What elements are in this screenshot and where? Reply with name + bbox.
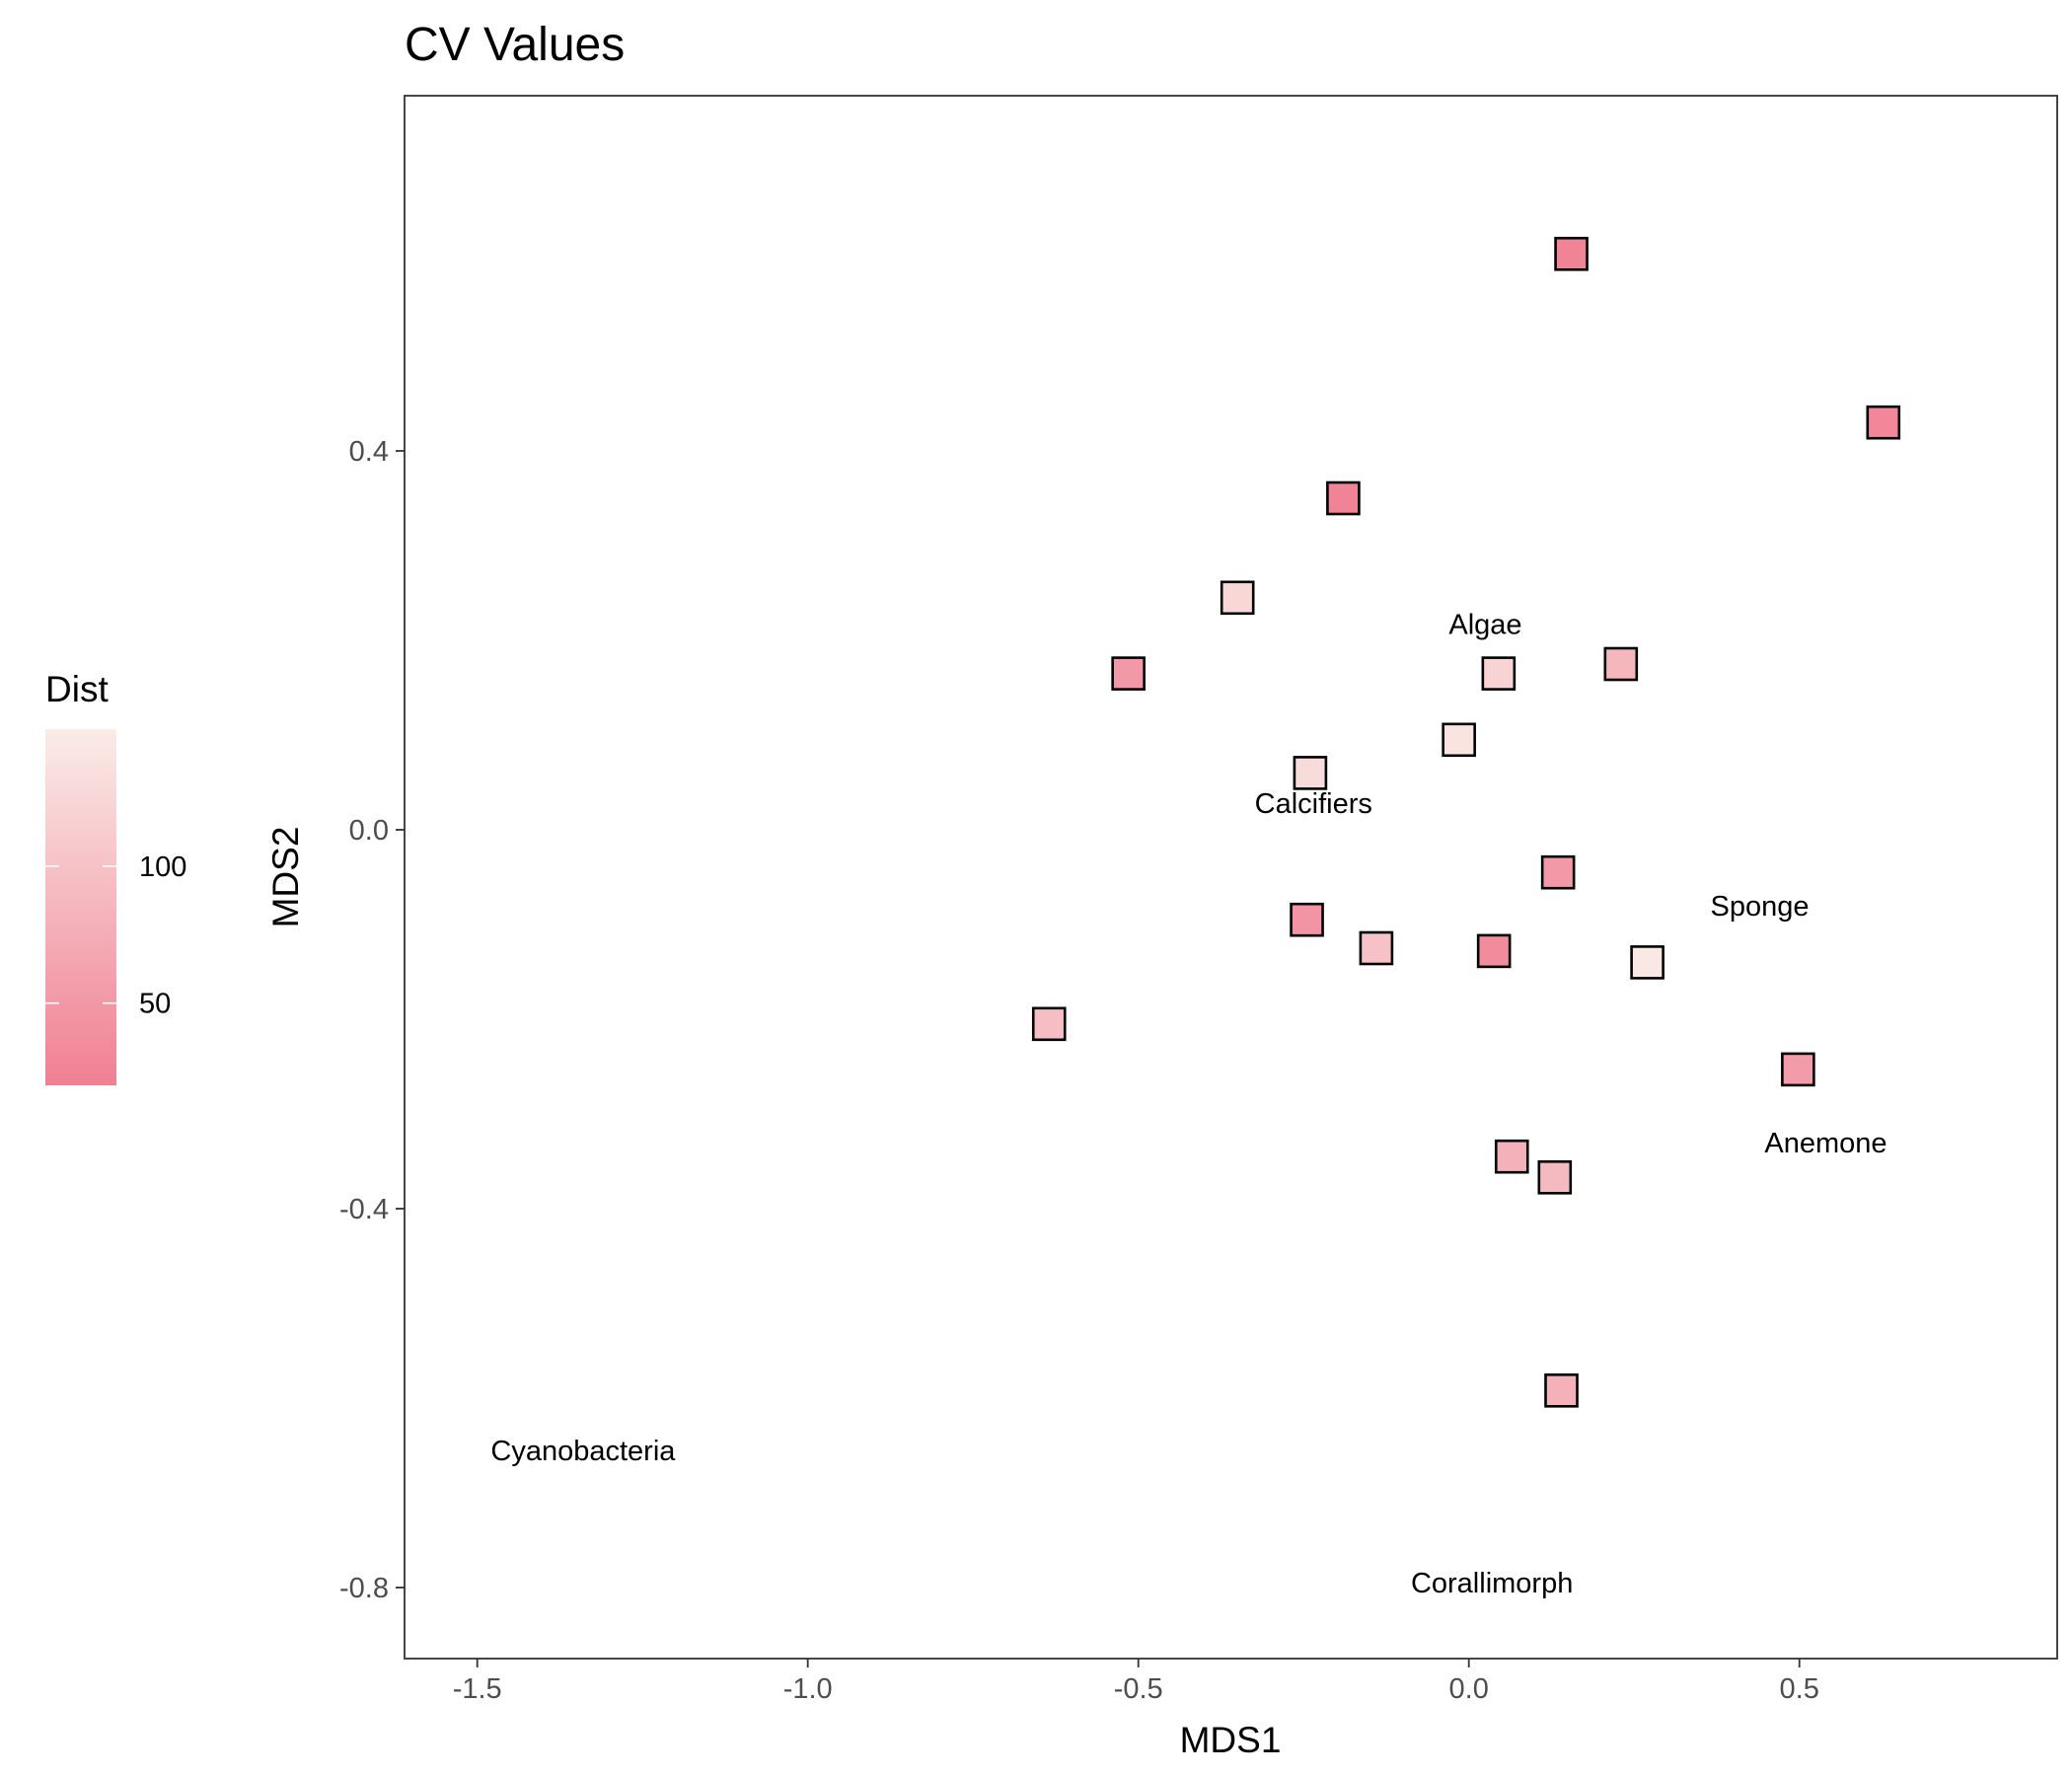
scatter-point	[1630, 945, 1665, 980]
y-tick-label: 0.0	[349, 815, 389, 847]
y-axis-title: MDS2	[265, 827, 306, 928]
scatter-point	[1293, 756, 1328, 790]
scatter-point	[1781, 1052, 1815, 1087]
scatter-point	[1544, 1373, 1579, 1408]
point-annotation: Calcifiers	[1255, 788, 1372, 820]
scatter-point	[1442, 722, 1476, 758]
scatter-point	[1537, 1160, 1573, 1195]
annotations-layer: Algae Calcifiers Sponge Anemone Cyanobacteri…	[490, 610, 1887, 1600]
scatter-point	[1476, 933, 1512, 969]
scatter-point	[1359, 930, 1394, 966]
legend-ticks: 50 100	[45, 851, 186, 1020]
point-annotation: Anemone	[1764, 1128, 1887, 1159]
x-tick-label: -1.0	[783, 1673, 833, 1705]
legend-title: Dist	[45, 669, 109, 709]
point-annotation: Cyanobacteria	[490, 1436, 676, 1467]
color-legend: Dist 50 100	[45, 669, 186, 1085]
y-tick-label: -0.4	[339, 1194, 389, 1225]
plot-panel	[404, 95, 2058, 1660]
x-tick-label: 0.0	[1449, 1673, 1489, 1705]
legend-tick-label: 100	[139, 851, 186, 883]
y-tick-label: 0.4	[349, 436, 389, 468]
scatter-point	[1540, 854, 1576, 890]
scatter-point	[1290, 902, 1324, 937]
legend-tick-label: 50	[139, 989, 171, 1020]
x-tick-label: 0.5	[1780, 1673, 1819, 1705]
x-tick-label: -0.5	[1114, 1673, 1163, 1705]
scatter-point	[1326, 481, 1361, 516]
scatter-point	[1481, 656, 1517, 691]
scatter-point	[1220, 580, 1255, 616]
scatter-point	[1111, 656, 1146, 691]
points-layer	[1031, 237, 1901, 1408]
point-annotation: Algae	[1448, 610, 1521, 641]
legend-colorbar	[45, 729, 116, 1085]
x-tick-label: -1.5	[453, 1673, 502, 1705]
chart-title: CV Values	[405, 19, 625, 71]
scatter-point	[1554, 237, 1589, 271]
scatter-point	[1494, 1139, 1529, 1174]
scatter-point	[1603, 646, 1639, 682]
y-tick-label: -0.8	[339, 1573, 389, 1604]
scatter-point	[1031, 1006, 1067, 1042]
y-axis: -0.8 -0.4 0.0 0.4	[339, 436, 405, 1604]
x-axis: -1.5 -1.0 -0.5 0.0 0.5	[453, 1659, 1819, 1705]
point-annotation: Corallimorph	[1411, 1568, 1573, 1599]
scatter-point	[1866, 405, 1901, 440]
x-axis-title: MDS1	[1180, 1720, 1282, 1760]
point-annotation: Sponge	[1711, 891, 1810, 923]
